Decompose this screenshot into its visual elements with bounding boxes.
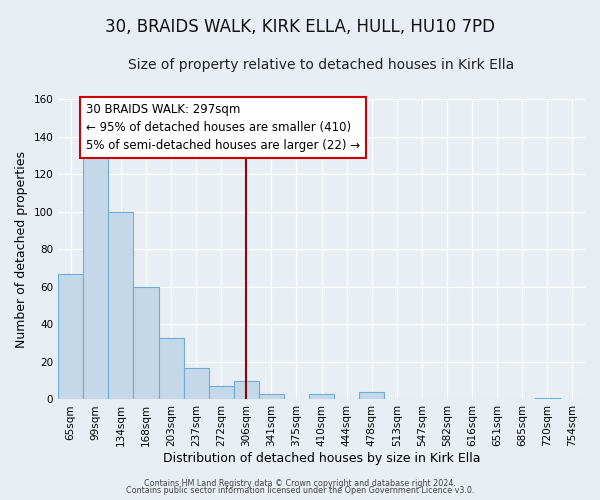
Text: Contains HM Land Registry data © Crown copyright and database right 2024.: Contains HM Land Registry data © Crown c… [144, 478, 456, 488]
Bar [309, 394, 334, 400]
Title: Size of property relative to detached houses in Kirk Ella: Size of property relative to detached ho… [128, 58, 515, 71]
Bar [234, 380, 259, 400]
Bar [133, 287, 158, 400]
Text: 30 BRAIDS WALK: 297sqm
← 95% of detached houses are smaller (410)
5% of semi-det: 30 BRAIDS WALK: 297sqm ← 95% of detached… [86, 103, 360, 152]
Bar [58, 274, 83, 400]
Bar [184, 368, 209, 400]
Bar [359, 392, 385, 400]
Y-axis label: Number of detached properties: Number of detached properties [15, 151, 28, 348]
Text: Contains public sector information licensed under the Open Government Licence v3: Contains public sector information licen… [126, 486, 474, 495]
Bar [83, 156, 109, 400]
Bar [209, 386, 234, 400]
Bar [158, 338, 184, 400]
Bar [259, 394, 284, 400]
X-axis label: Distribution of detached houses by size in Kirk Ella: Distribution of detached houses by size … [163, 452, 481, 465]
Bar [535, 398, 560, 400]
Bar [109, 212, 133, 400]
Text: 30, BRAIDS WALK, KIRK ELLA, HULL, HU10 7PD: 30, BRAIDS WALK, KIRK ELLA, HULL, HU10 7… [105, 18, 495, 36]
